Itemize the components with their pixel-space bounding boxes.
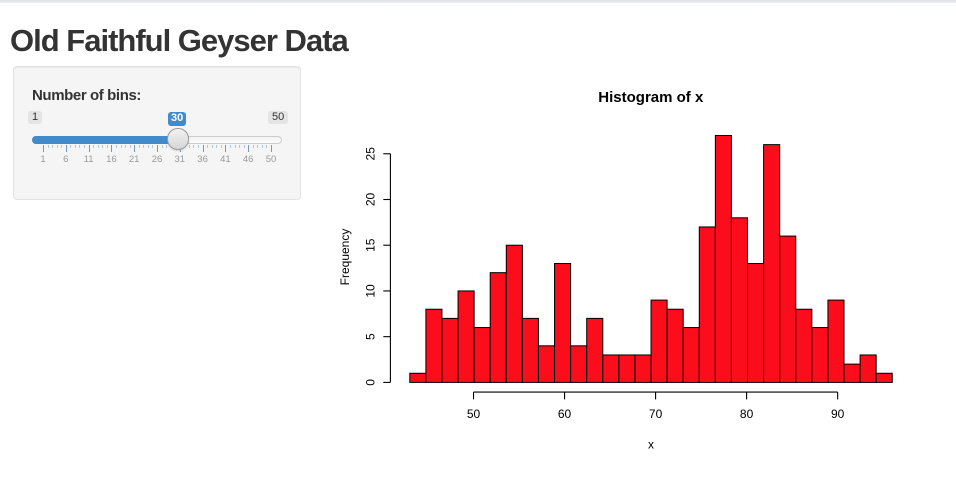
svg-text:70: 70 — [649, 407, 663, 421]
svg-text:80: 80 — [740, 407, 754, 421]
svg-text:10: 10 — [364, 284, 378, 298]
svg-text:50: 50 — [467, 407, 481, 421]
svg-text:Frequency: Frequency — [338, 229, 352, 286]
svg-text:0: 0 — [364, 379, 378, 386]
svg-text:90: 90 — [831, 407, 845, 421]
svg-text:20: 20 — [364, 193, 378, 207]
svg-text:60: 60 — [558, 407, 572, 421]
svg-text:5: 5 — [364, 333, 378, 340]
svg-text:x: x — [648, 437, 654, 451]
svg-text:15: 15 — [364, 238, 378, 252]
svg-text:Histogram of x: Histogram of x — [598, 89, 704, 106]
svg-text:25: 25 — [364, 147, 378, 161]
